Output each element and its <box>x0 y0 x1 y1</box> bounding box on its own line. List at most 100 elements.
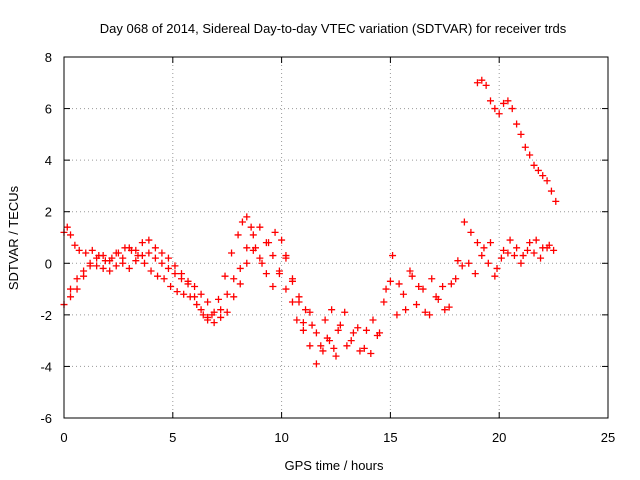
data-point <box>164 254 172 262</box>
data-point <box>530 161 538 169</box>
data-point <box>223 308 231 316</box>
data-point <box>484 259 492 267</box>
data-point <box>308 321 316 329</box>
data-point <box>125 244 133 252</box>
data-point <box>63 223 71 231</box>
data-point <box>247 223 255 231</box>
axis-ticks: 0 5 10 15 20 25 -6 -4 -2 0 2 4 6 8 <box>40 50 615 445</box>
data-point <box>539 172 547 180</box>
data-point <box>439 282 447 290</box>
data-point <box>112 249 120 257</box>
data-point <box>380 298 388 306</box>
y-tick-label: 6 <box>45 102 52 117</box>
data-points <box>60 76 560 368</box>
data-point <box>191 282 199 290</box>
data-point <box>180 290 188 298</box>
data-point <box>269 252 277 260</box>
data-point <box>167 282 175 290</box>
data-point <box>306 308 314 316</box>
data-point <box>495 110 503 118</box>
data-point <box>537 254 545 262</box>
data-point <box>271 228 279 236</box>
data-point <box>204 313 212 321</box>
plot-frame <box>63 56 609 419</box>
data-point <box>395 280 403 288</box>
data-point <box>106 267 114 275</box>
data-point <box>214 295 222 303</box>
series-1 <box>60 213 325 350</box>
data-point <box>486 239 494 247</box>
data-point <box>321 316 329 324</box>
series-2 <box>60 223 340 368</box>
data-point <box>367 350 375 358</box>
y-tick-label: 8 <box>45 50 52 65</box>
data-point <box>486 97 494 105</box>
data-point <box>125 264 133 272</box>
data-point <box>530 249 538 257</box>
y-tick-label: -2 <box>40 308 52 323</box>
data-point <box>88 246 96 254</box>
data-point <box>521 143 529 151</box>
data-point <box>421 308 429 316</box>
data-point <box>332 352 340 360</box>
data-point <box>75 246 83 254</box>
data-point <box>497 254 505 262</box>
data-point <box>534 166 542 174</box>
data-point <box>478 252 486 260</box>
y-tick-label: 4 <box>45 153 52 168</box>
data-point <box>302 306 310 314</box>
data-point <box>299 319 307 327</box>
data-point <box>306 342 314 350</box>
x-tick-label: 10 <box>274 430 288 445</box>
data-point <box>360 344 368 352</box>
data-point <box>106 257 114 265</box>
data-point <box>426 311 434 319</box>
data-point <box>539 244 547 252</box>
data-point <box>471 270 479 278</box>
data-point <box>467 228 475 236</box>
data-point <box>369 316 377 324</box>
data-point <box>145 249 153 257</box>
data-point <box>191 293 199 301</box>
data-point <box>93 254 101 262</box>
data-point <box>478 76 486 84</box>
data-point <box>508 105 516 113</box>
data-point <box>491 272 499 280</box>
data-point <box>141 259 149 267</box>
data-point <box>243 259 251 267</box>
data-point <box>184 277 192 285</box>
data-point <box>312 329 320 337</box>
data-point <box>288 277 296 285</box>
series-4 <box>321 244 558 358</box>
data-point <box>347 337 355 345</box>
x-tick-label: 25 <box>601 430 615 445</box>
data-point <box>445 303 453 311</box>
data-point <box>171 270 179 278</box>
data-point <box>543 177 551 185</box>
data-point <box>71 241 79 249</box>
data-point <box>473 239 481 247</box>
data-point <box>82 249 90 257</box>
data-point <box>491 105 499 113</box>
data-point <box>510 252 518 260</box>
data-point <box>282 254 290 262</box>
data-point <box>376 329 384 337</box>
data-point <box>258 259 266 267</box>
data-point <box>236 280 244 288</box>
data-point <box>452 275 460 283</box>
data-point <box>204 298 212 306</box>
data-point <box>86 259 94 267</box>
data-point <box>362 326 370 334</box>
data-point <box>519 252 527 260</box>
y-tick-label: -4 <box>40 359 52 374</box>
x-tick-label: 5 <box>169 430 176 445</box>
data-point <box>552 197 560 205</box>
data-point <box>210 308 218 316</box>
chart-title: Day 068 of 2014, Sidereal Day-to-day VTE… <box>100 21 567 36</box>
data-point <box>413 301 421 309</box>
data-point <box>221 272 229 280</box>
data-point <box>197 306 205 314</box>
data-point <box>160 275 168 283</box>
data-point <box>295 293 303 301</box>
